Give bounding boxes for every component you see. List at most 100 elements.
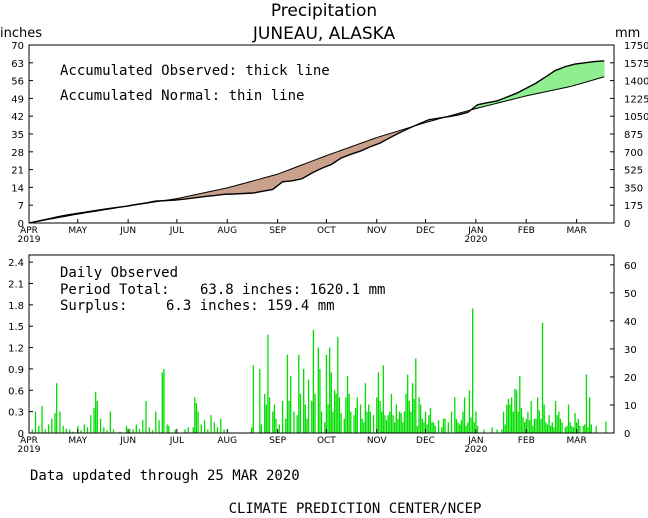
- left-tick-label: 0.9: [8, 365, 24, 376]
- daily-bar: [379, 400, 381, 433]
- daily-bar: [329, 347, 331, 433]
- month-label: JUN: [119, 436, 136, 446]
- month-label: JAN: [467, 436, 483, 446]
- daily-bar: [338, 397, 341, 433]
- daily-bar: [381, 411, 383, 433]
- left-tick-label: 42: [11, 112, 24, 123]
- left-tick-label: 0.6: [8, 386, 24, 397]
- daily-bar: [428, 415, 430, 433]
- daily-bar: [437, 420, 440, 433]
- accumulated-fills: [28, 60, 605, 224]
- daily-bar: [56, 383, 58, 433]
- daily-bar: [605, 421, 607, 433]
- month-label: APR: [20, 226, 38, 236]
- daily-bar: [385, 420, 388, 433]
- daily-bar: [564, 427, 566, 433]
- left-tick-label: 0.3: [8, 408, 24, 419]
- daily-bar: [145, 400, 147, 433]
- daily-bar: [281, 400, 284, 433]
- month-label: SEP: [269, 226, 286, 236]
- daily-bar: [418, 397, 420, 433]
- left-tick-label: 1.5: [8, 322, 24, 333]
- daily-bar: [431, 422, 433, 433]
- month-label: MAY: [68, 226, 87, 236]
- daily-bar: [187, 427, 189, 433]
- daily-bar: [415, 358, 417, 433]
- daily-bar: [470, 417, 472, 433]
- daily-bar: [559, 418, 562, 433]
- daily-bar: [307, 379, 310, 433]
- daily-bar: [455, 418, 458, 433]
- daily-header: Daily Observed: [60, 265, 178, 281]
- daily-bar: [275, 418, 277, 433]
- daily-bar: [582, 425, 584, 433]
- daily-bar: [538, 410, 540, 433]
- month-label: NOV: [367, 226, 388, 236]
- daily-bar: [571, 425, 573, 433]
- left-tick-label: 0: [18, 219, 24, 230]
- daily-bar: [556, 415, 558, 433]
- daily-bar: [416, 425, 419, 433]
- daily-bar: [288, 400, 290, 433]
- daily-bar: [59, 411, 61, 433]
- daily-bar: [99, 418, 102, 433]
- daily-bar: [273, 404, 276, 433]
- daily-bars: [31, 308, 607, 433]
- daily-bar: [103, 427, 105, 433]
- daily-bar: [457, 422, 459, 433]
- daily-bar: [348, 393, 350, 433]
- left-tick-label: 2.4: [8, 258, 24, 269]
- daily-bar: [324, 422, 326, 433]
- daily-bar: [587, 427, 589, 433]
- daily-bar: [577, 418, 579, 433]
- accumulated-month-ticks: APR MAY JUN JUL AUG SEP OCT NOV DEC JAN FEB MAR 2019…: [18, 219, 587, 245]
- daily-bar: [572, 427, 575, 433]
- daily-bar: [299, 393, 302, 433]
- left-tick-label: 35: [11, 130, 24, 141]
- daily-bar: [558, 411, 560, 433]
- daily-bar: [463, 397, 466, 433]
- daily-bar: [259, 368, 261, 433]
- daily-bar: [512, 411, 514, 433]
- daily-bar: [441, 427, 443, 433]
- daily-bar: [363, 422, 365, 433]
- accumulated-right-ticks: 0 175 350 525 700 875 1050 1225 1400 1575 1750: [610, 41, 648, 230]
- daily-bar: [473, 422, 475, 433]
- month-label: FEB: [518, 436, 535, 446]
- daily-bar: [569, 422, 571, 433]
- daily-bar: [361, 418, 363, 433]
- daily-bar: [90, 415, 92, 433]
- daily-bar: [264, 393, 266, 433]
- daily-bar: [394, 422, 396, 433]
- daily-bar: [325, 354, 328, 433]
- daily-bar: [398, 411, 401, 433]
- daily-bar: [400, 413, 402, 433]
- daily-bar: [330, 372, 332, 433]
- daily-bar: [86, 427, 89, 433]
- footer-updated: Data updated through 25 MAR 2020: [30, 468, 300, 484]
- legend-observed: Accumulated Observed: thick line: [60, 63, 330, 79]
- daily-bar: [517, 411, 519, 433]
- daily-bar: [528, 420, 531, 433]
- daily-bar: [293, 411, 295, 433]
- daily-bar: [83, 424, 85, 433]
- daily-bar: [465, 425, 467, 433]
- daily-bar: [327, 404, 329, 433]
- daily-bar: [314, 393, 316, 433]
- daily-bar: [210, 415, 212, 433]
- daily-bar: [163, 368, 165, 433]
- daily-bar: [368, 404, 370, 433]
- daily-bar: [38, 425, 40, 433]
- daily-bar: [340, 413, 342, 433]
- daily-bar: [524, 422, 526, 433]
- daily-bar: [377, 372, 380, 433]
- right-tick-label: 1575: [624, 59, 648, 70]
- left-tick-label: 0: [18, 429, 24, 440]
- daily-bar: [543, 404, 545, 433]
- daily-bar: [553, 427, 555, 433]
- daily-bar: [472, 308, 474, 433]
- daily-bar: [223, 429, 225, 433]
- period-total-label: Period Total:: [60, 282, 170, 298]
- daily-bar: [459, 424, 461, 433]
- daily-bar: [168, 425, 170, 433]
